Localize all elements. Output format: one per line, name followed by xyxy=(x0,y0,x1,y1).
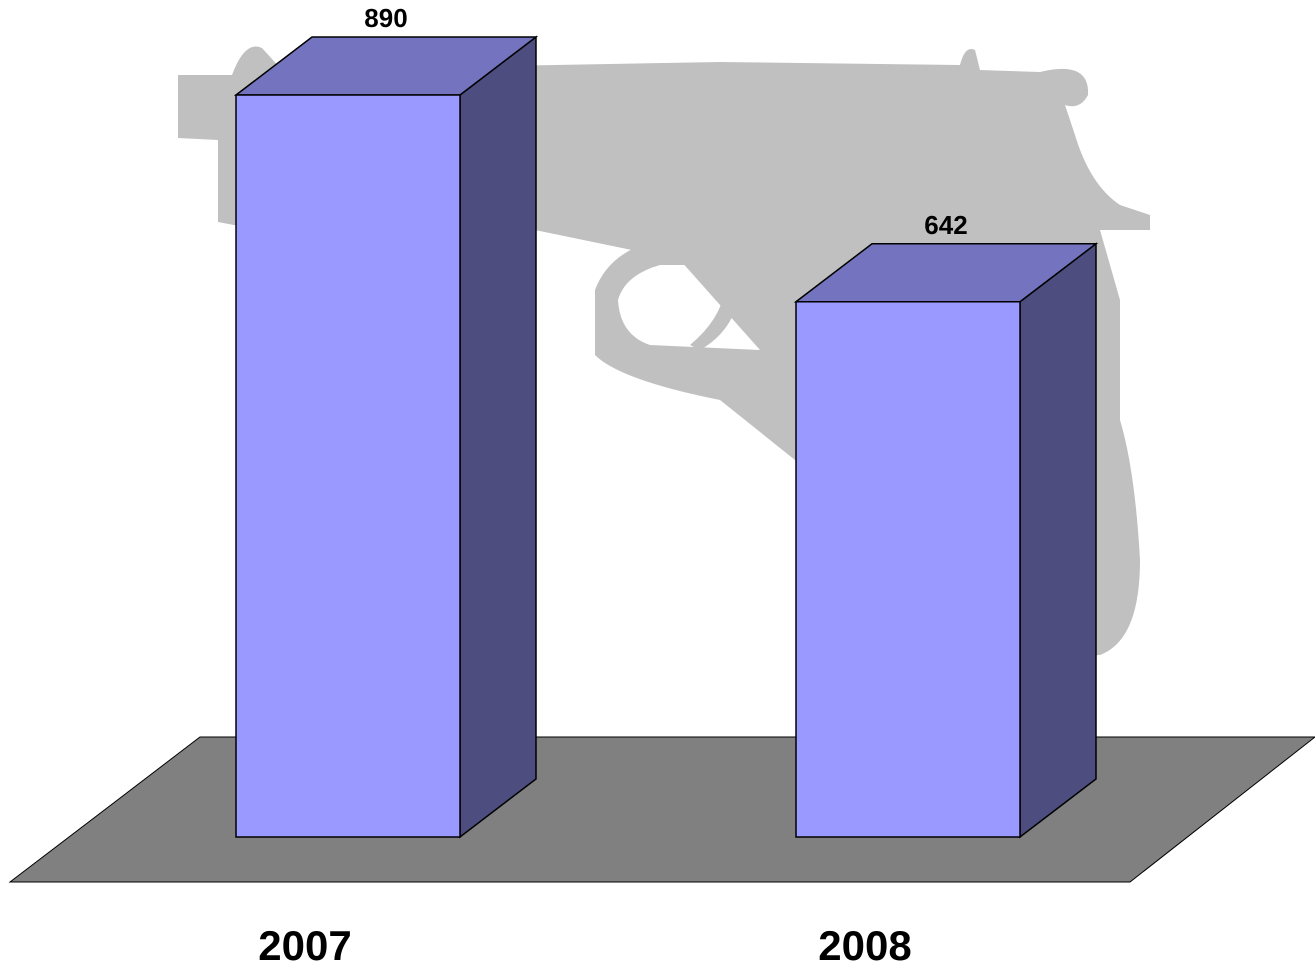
category-label: 2007 xyxy=(258,922,351,966)
bar xyxy=(793,242,1099,839)
floor xyxy=(8,736,1315,883)
bar-front xyxy=(795,301,1021,838)
bar xyxy=(233,35,539,839)
category-label: 2008 xyxy=(818,922,911,966)
bar-side xyxy=(459,35,537,839)
bar-front xyxy=(235,94,461,838)
bar-side xyxy=(1019,242,1097,839)
value-label: 642 xyxy=(924,210,967,240)
value-label: 890 xyxy=(364,3,407,33)
